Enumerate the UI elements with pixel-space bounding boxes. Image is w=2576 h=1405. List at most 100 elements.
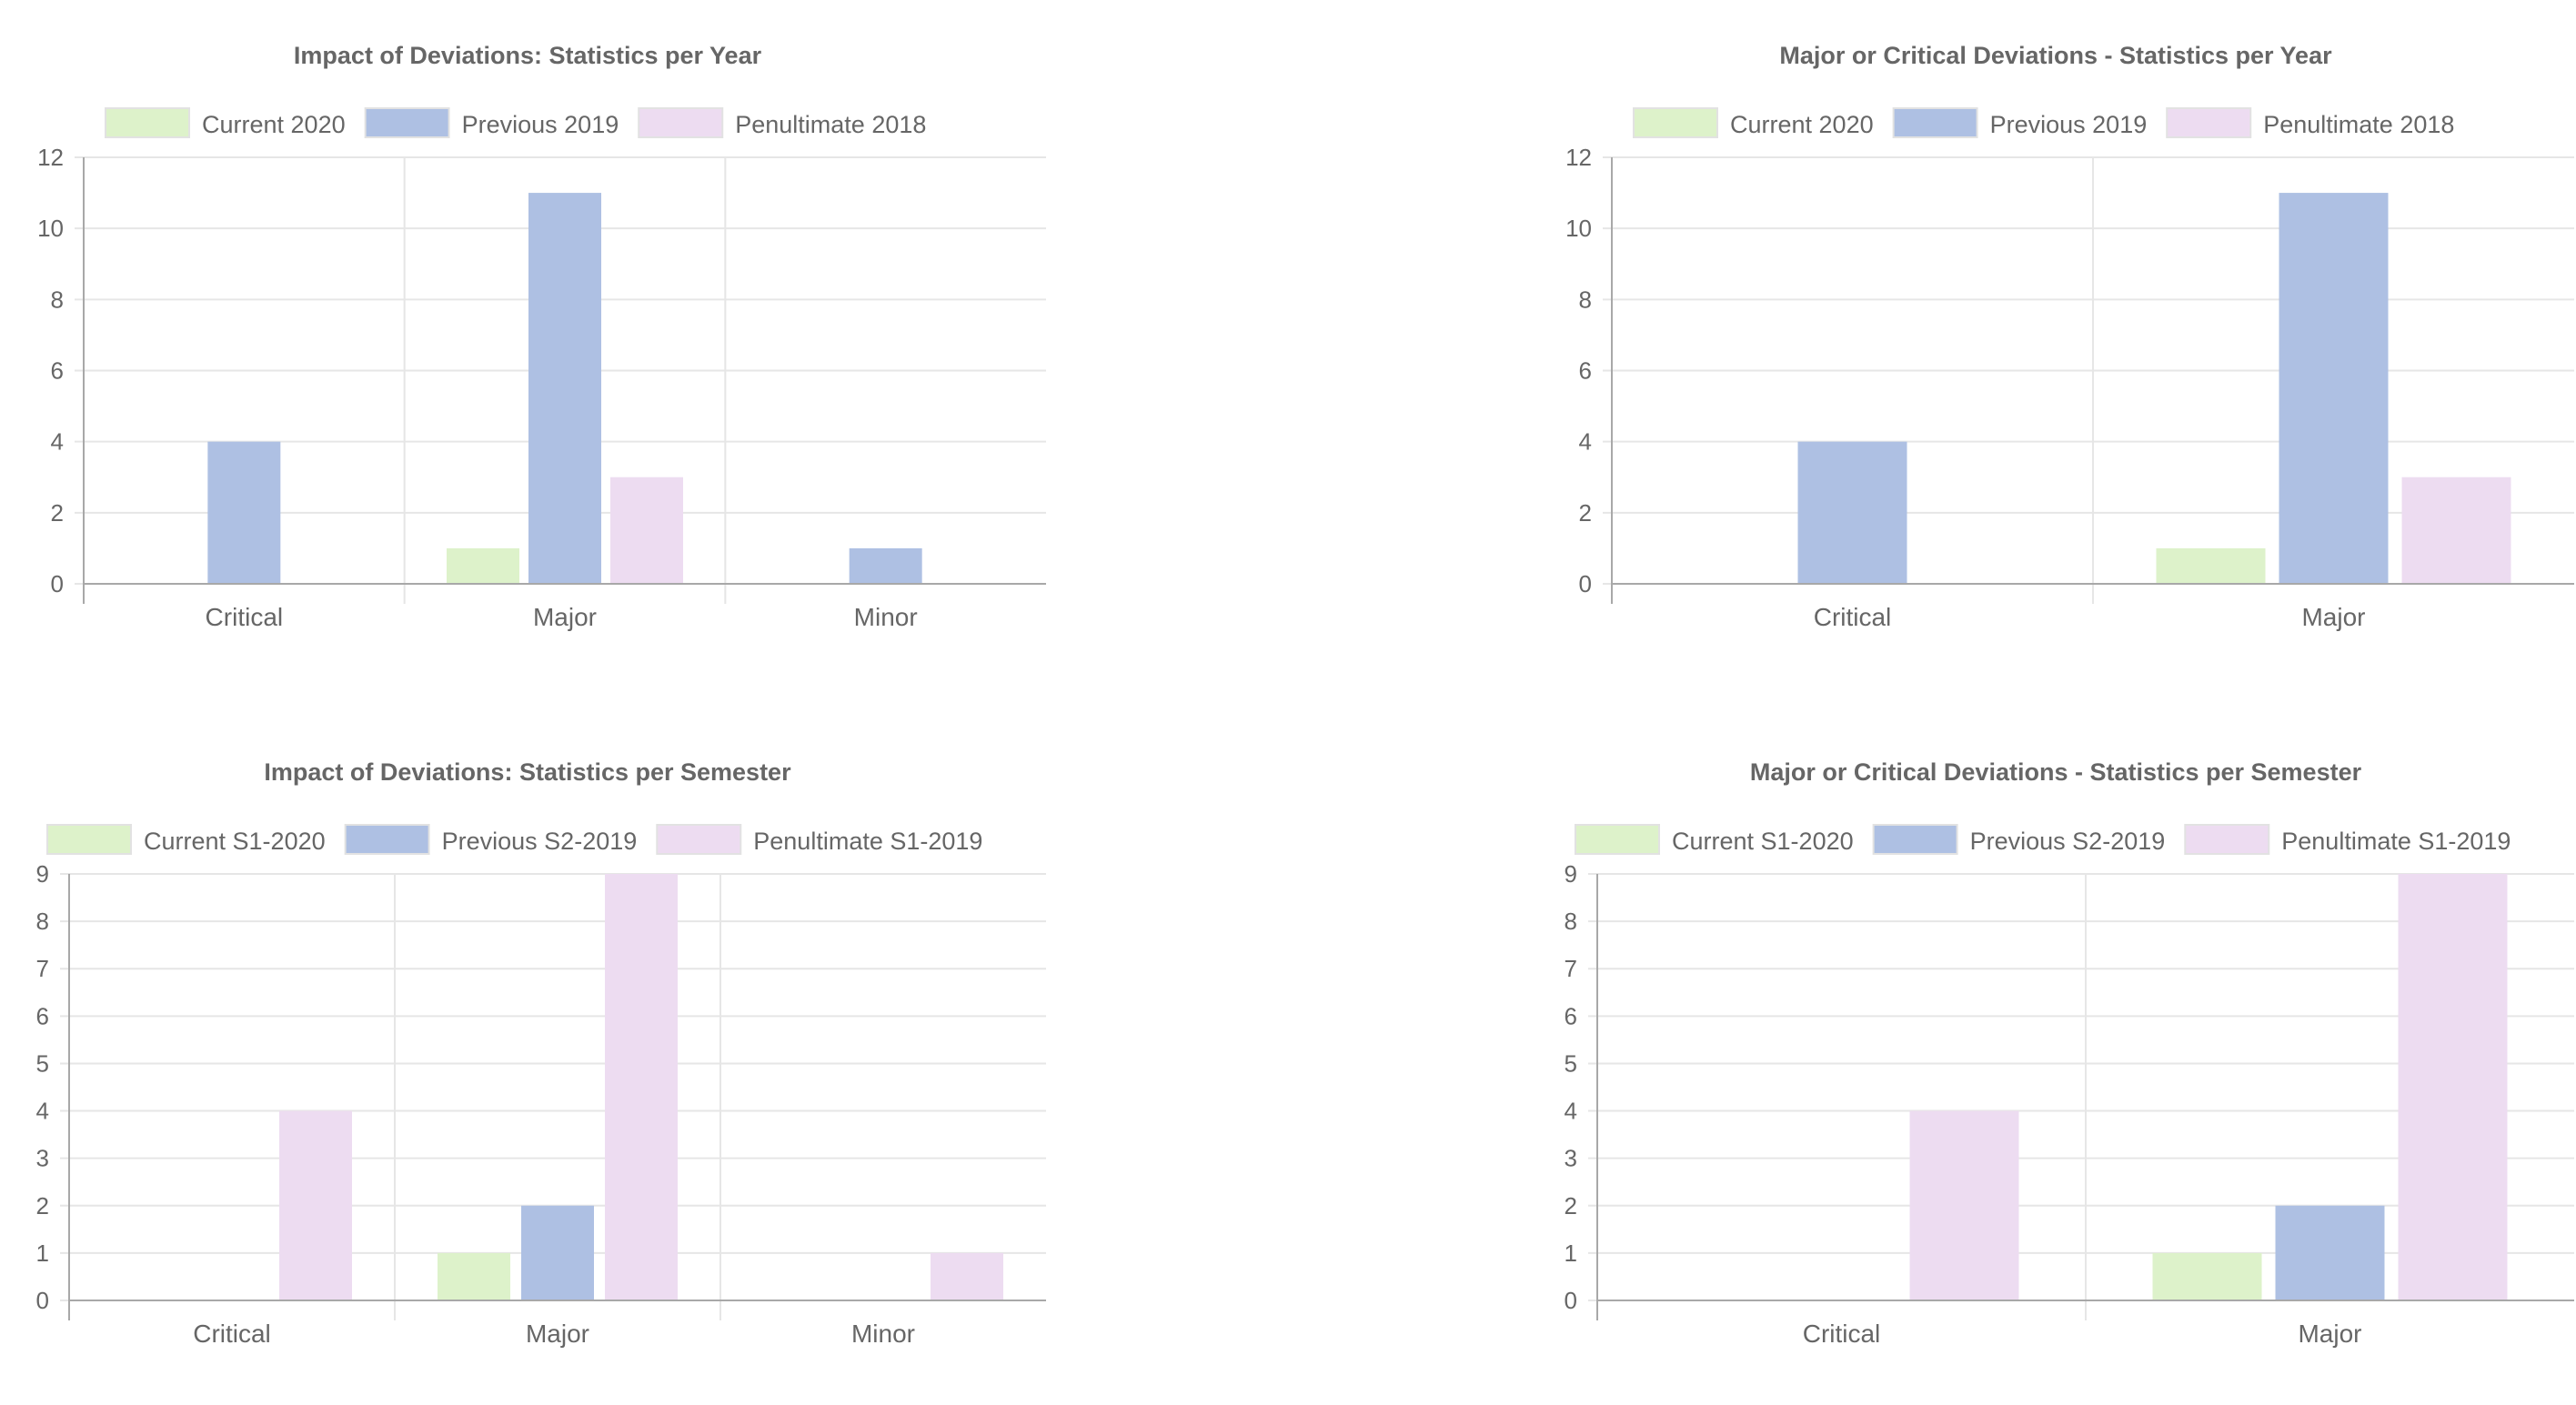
y-tick-label: 1: [36, 1239, 49, 1267]
legend-label: Current 2020: [202, 111, 346, 138]
y-tick-label: 9: [1565, 860, 1577, 888]
y-tick-label: 4: [36, 1098, 49, 1125]
chart-title: Impact of Deviations: Statistics per Sem…: [264, 758, 791, 786]
bar[interactable]: [610, 477, 683, 584]
legend-label: Penultimate S1-2019: [753, 828, 982, 855]
y-tick-label: 2: [51, 499, 64, 527]
legend-item[interactable]: Previous 2019: [364, 107, 619, 138]
legend-swatch: [364, 107, 450, 138]
bar[interactable]: [2152, 1252, 2262, 1300]
chart-title: Impact of Deviations: Statistics per Yea…: [294, 42, 762, 69]
y-tick-label: 12: [37, 144, 64, 171]
y-tick-label: 12: [1565, 144, 1592, 171]
chart-svg: Major or Critical Deviations - Statistic…: [1565, 758, 2574, 1348]
legend-item[interactable]: Current S1-2020: [46, 824, 326, 855]
legend-label: Current S1-2020: [144, 828, 326, 855]
bar[interactable]: [605, 874, 678, 1300]
legend-swatch: [638, 107, 724, 138]
legend-label: Current 2020: [1730, 111, 1874, 138]
y-tick-label: 0: [51, 570, 64, 597]
y-tick-label: 7: [36, 955, 49, 982]
bar[interactable]: [207, 441, 281, 584]
legend-item[interactable]: Penultimate S1-2019: [656, 824, 982, 855]
chart-major-critical-per-year: Major or Critical Deviations - Statistic…: [1528, 18, 2574, 673]
y-tick-label: 0: [36, 1287, 49, 1314]
y-tick-label: 8: [51, 286, 64, 313]
y-tick-label: 0: [1579, 570, 1592, 597]
x-tick-label: Critical: [1814, 603, 1892, 631]
legend-swatch: [1872, 824, 1958, 855]
bar[interactable]: [438, 1252, 510, 1300]
legend-label: Current S1-2020: [1672, 828, 1854, 855]
bar[interactable]: [521, 1205, 594, 1300]
y-tick-label: 8: [1565, 908, 1577, 935]
legend-swatch: [2166, 107, 2252, 138]
legend-label: Previous 2019: [462, 111, 619, 138]
bar[interactable]: [931, 1252, 1003, 1300]
bar[interactable]: [2156, 547, 2266, 584]
x-tick-label: Major: [533, 603, 597, 631]
legend-swatch: [1633, 107, 1718, 138]
y-tick-label: 1: [1565, 1239, 1577, 1267]
legend-swatch: [105, 107, 190, 138]
legend-swatch: [656, 824, 742, 855]
legend-item[interactable]: Previous S2-2019: [344, 824, 638, 855]
y-tick-label: 2: [1579, 499, 1592, 527]
bar[interactable]: [528, 193, 601, 585]
legend-item[interactable]: Penultimate 2018: [638, 107, 926, 138]
chart-title: Major or Critical Deviations - Statistic…: [1779, 42, 2332, 69]
y-tick-label: 2: [36, 1192, 49, 1219]
y-tick-label: 6: [51, 357, 64, 385]
x-tick-label: Minor: [851, 1320, 915, 1348]
bar[interactable]: [2401, 477, 2511, 584]
bar[interactable]: [447, 547, 519, 584]
bar[interactable]: [279, 1110, 352, 1300]
x-tick-label: Major: [2301, 603, 2365, 631]
legend-swatch: [2184, 824, 2270, 855]
legend-item[interactable]: Current S1-2020: [1575, 824, 1854, 855]
legend-swatch: [344, 824, 430, 855]
bar[interactable]: [2279, 193, 2389, 585]
legend-item[interactable]: Current 2020: [1633, 107, 1874, 138]
legend-item[interactable]: Penultimate 2018: [2166, 107, 2454, 138]
y-tick-label: 3: [1565, 1145, 1577, 1172]
bar[interactable]: [1909, 1110, 2019, 1300]
bar[interactable]: [2275, 1205, 2385, 1300]
legend-item[interactable]: Penultimate S1-2019: [2184, 824, 2511, 855]
bar[interactable]: [1797, 441, 1907, 584]
y-tick-label: 4: [1579, 428, 1592, 456]
chart-svg: Impact of Deviations: Statistics per Sem…: [36, 758, 1046, 1348]
y-tick-label: 8: [36, 908, 49, 935]
y-tick-label: 6: [1579, 357, 1592, 385]
chart-major-critical-per-semester: Major or Critical Deviations - Statistic…: [1528, 735, 2574, 1390]
y-tick-label: 6: [36, 1002, 49, 1029]
bar[interactable]: [849, 547, 922, 584]
chart-title: Major or Critical Deviations - Statistic…: [1750, 758, 2362, 786]
y-tick-label: 7: [1565, 955, 1577, 982]
legend-label: Penultimate 2018: [2263, 111, 2454, 138]
x-tick-label: Minor: [854, 603, 918, 631]
y-tick-label: 9: [36, 860, 49, 888]
legend-item[interactable]: Current 2020: [105, 107, 346, 138]
chart-svg: Major or Critical Deviations - Statistic…: [1565, 42, 2574, 631]
chart-impact-per-year: Impact of Deviations: Statistics per Yea…: [0, 18, 1046, 673]
legend-item[interactable]: Previous 2019: [1892, 107, 2148, 138]
y-tick-label: 4: [51, 428, 64, 456]
legend-swatch: [46, 824, 132, 855]
y-tick-label: 6: [1565, 1002, 1577, 1029]
y-tick-label: 5: [36, 1049, 49, 1077]
chart-impact-per-semester: Impact of Deviations: Statistics per Sem…: [0, 735, 1046, 1390]
x-tick-label: Major: [526, 1320, 589, 1348]
legend-label: Penultimate S1-2019: [2281, 828, 2511, 855]
legend-swatch: [1575, 824, 1660, 855]
chart-svg: Impact of Deviations: Statistics per Yea…: [37, 42, 1046, 631]
y-tick-label: 10: [37, 215, 64, 242]
bar[interactable]: [2398, 874, 2508, 1300]
y-tick-label: 4: [1565, 1098, 1577, 1125]
legend-label: Previous 2019: [1990, 111, 2148, 138]
legend-swatch: [1892, 107, 1978, 138]
y-tick-label: 8: [1579, 286, 1592, 313]
y-tick-label: 0: [1565, 1287, 1577, 1314]
legend-item[interactable]: Previous S2-2019: [1872, 824, 2166, 855]
x-tick-label: Critical: [193, 1320, 271, 1348]
